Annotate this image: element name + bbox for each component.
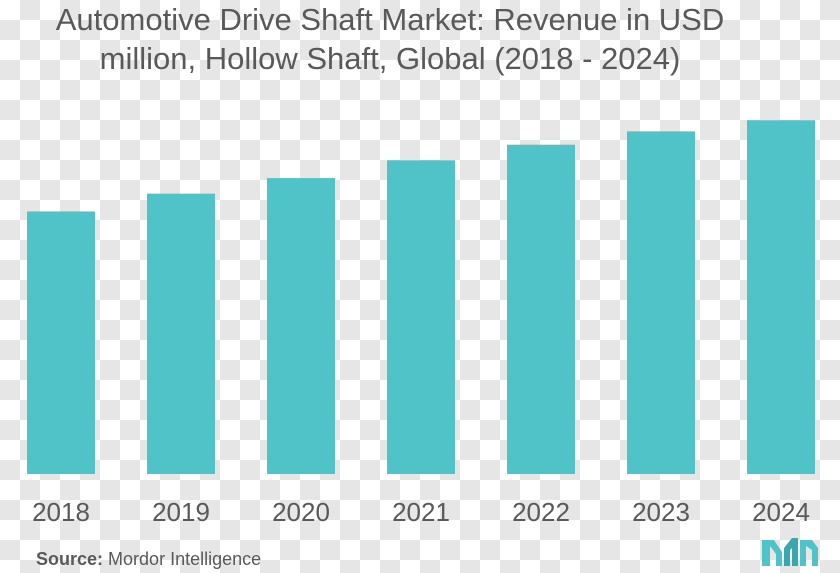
bar-2024 [747, 120, 815, 474]
bar-2018 [27, 211, 95, 474]
x-tick-label-2023: 2023 [632, 497, 690, 527]
bar-2019 [147, 193, 215, 474]
chart-title-line-2: million, Hollow Shaft, Global (2018 - 20… [99, 41, 681, 76]
x-tick-label-2020: 2020 [272, 497, 330, 527]
source-label: Source: [36, 549, 104, 569]
x-tick-label-2024: 2024 [752, 497, 810, 527]
chart-title: Automotive Drive Shaft Market: Revenue i… [0, 0, 780, 78]
bar-2020 [267, 178, 335, 474]
source-note: Source: Mordor Intelligence [36, 549, 261, 570]
x-tick-label-2018: 2018 [32, 497, 90, 527]
bar-2021 [387, 160, 455, 474]
bar-2023 [627, 131, 695, 474]
x-tick-label-2019: 2019 [152, 497, 210, 527]
x-tick-label-2022: 2022 [512, 497, 570, 527]
bar-2022 [507, 144, 575, 474]
chart-title-line-1: Automotive Drive Shaft Market: Revenue i… [55, 2, 725, 37]
x-tick-label-2021: 2021 [392, 497, 450, 527]
mordor-intelligence-logo-icon [762, 538, 818, 566]
source-text: Mordor Intelligence [108, 549, 262, 569]
